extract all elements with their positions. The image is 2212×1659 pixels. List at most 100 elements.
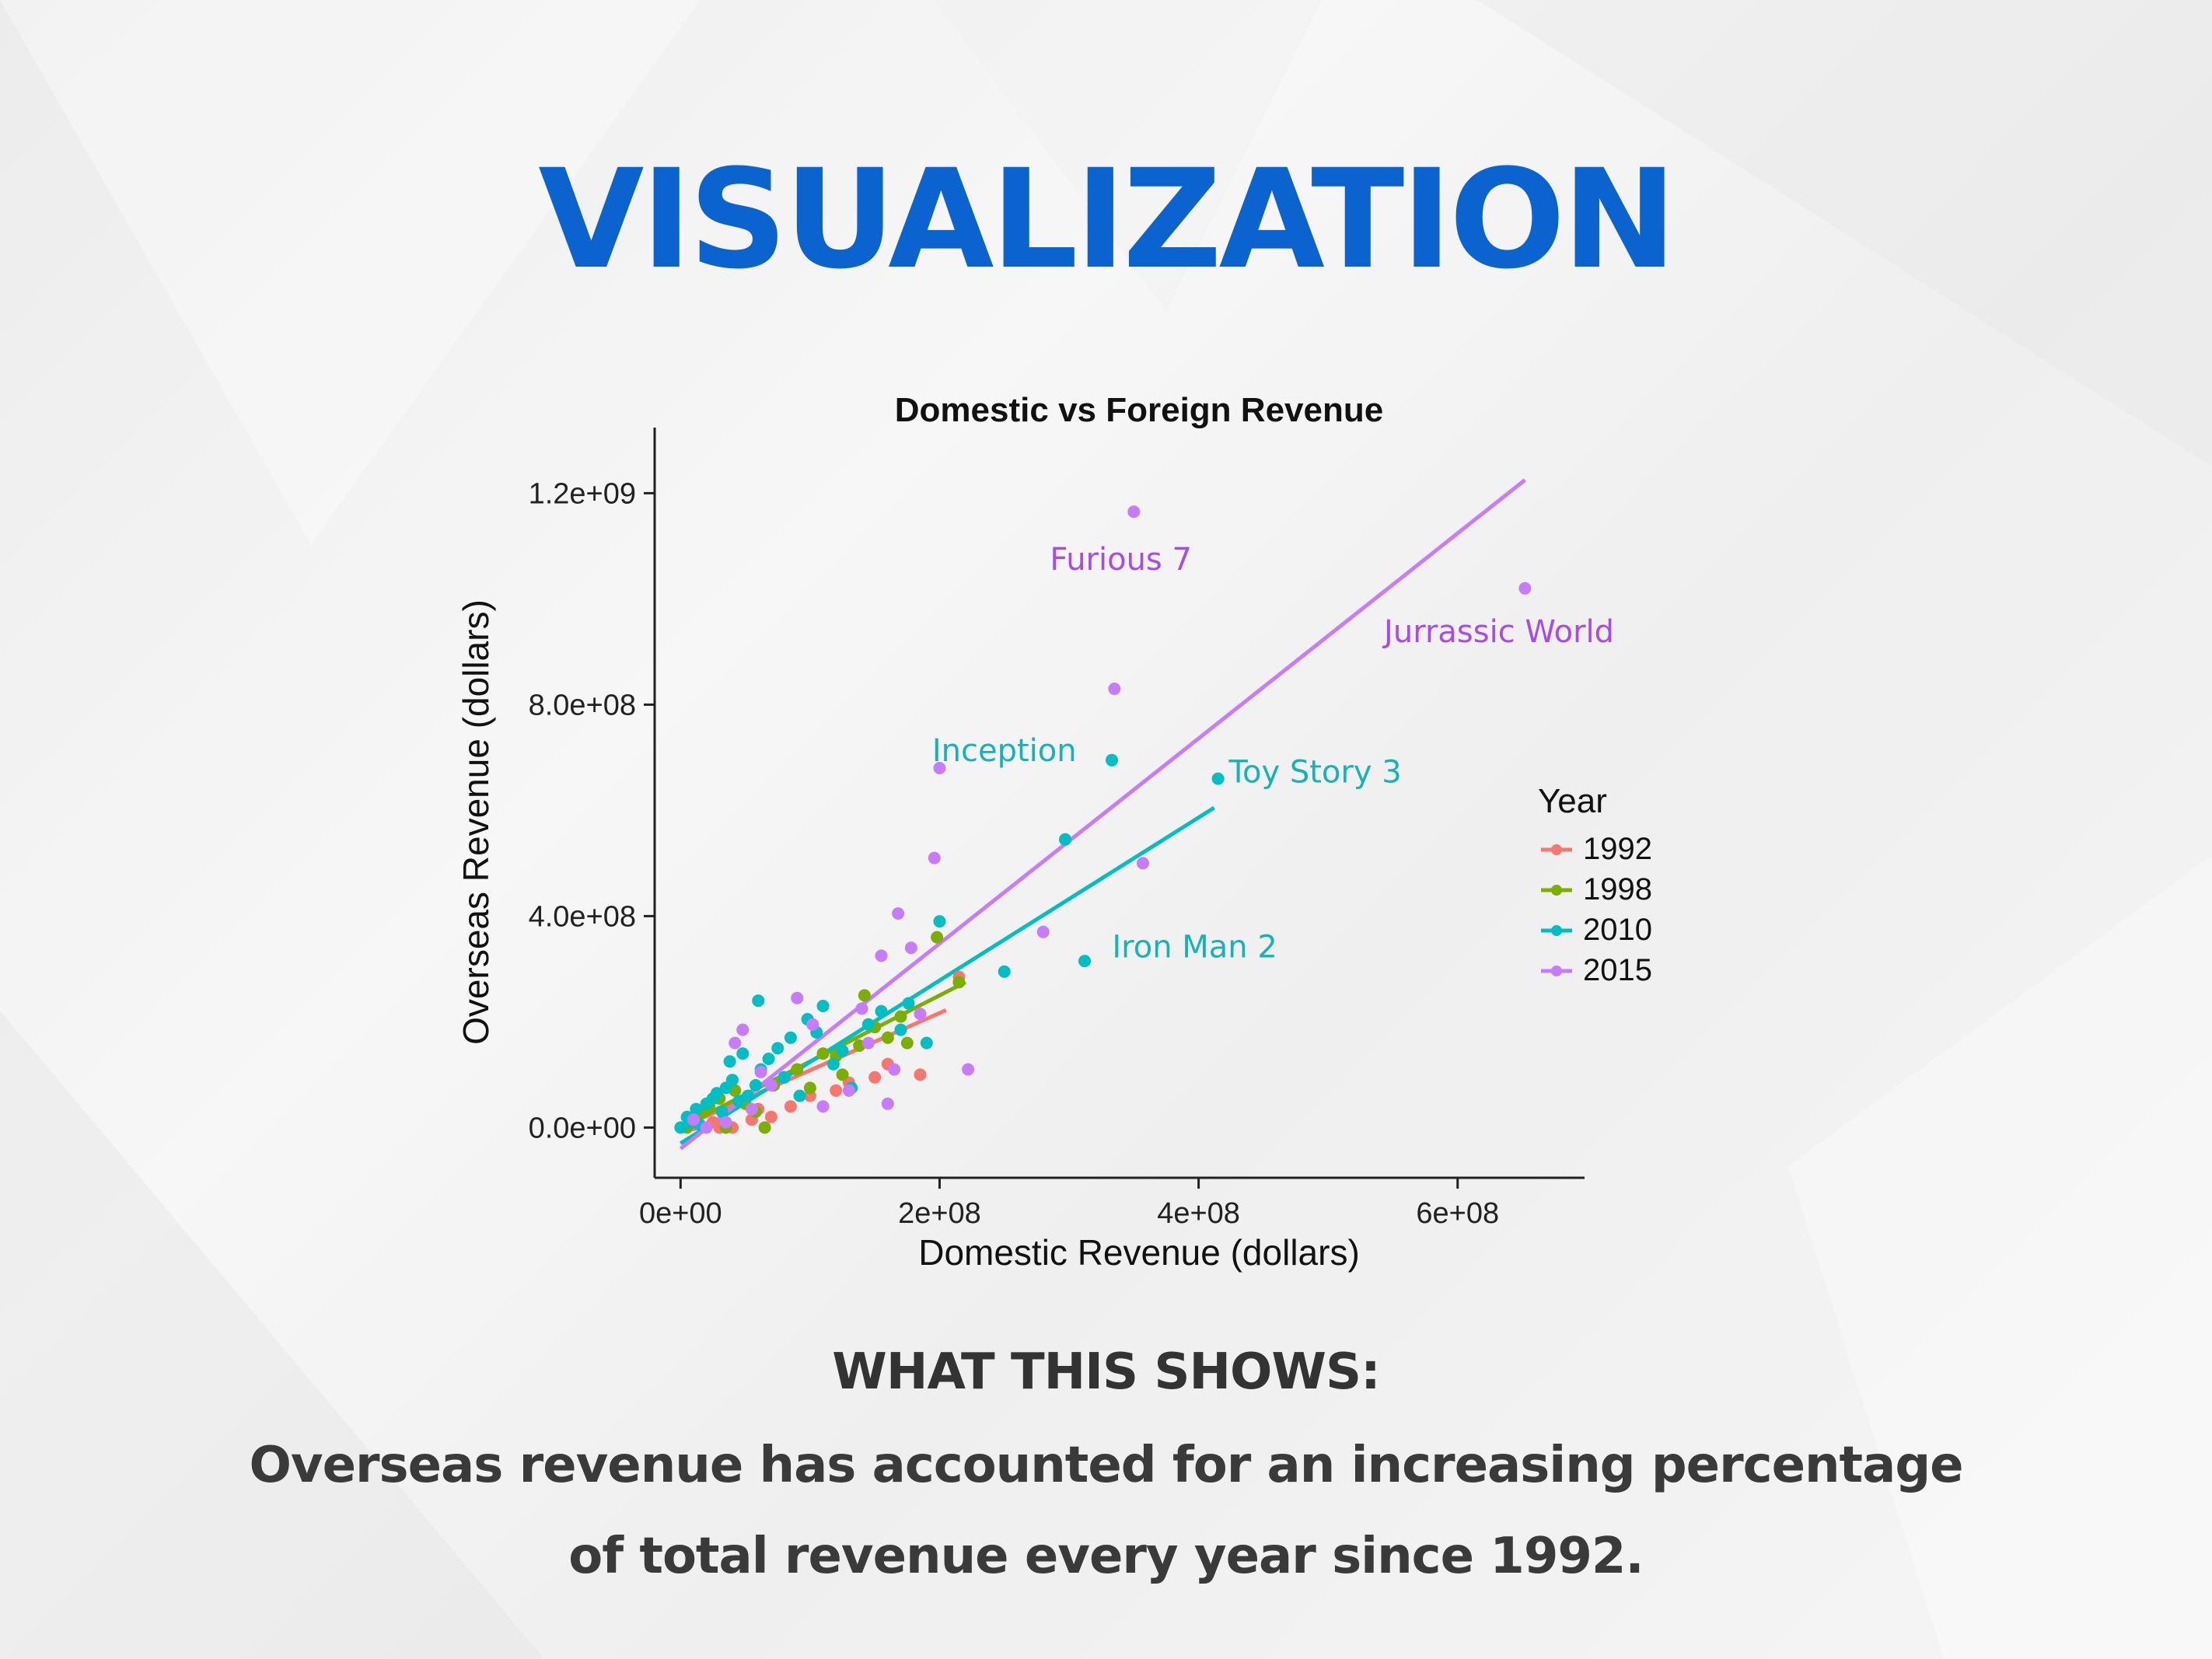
data-point-2015 — [855, 1002, 868, 1015]
data-point-2010 — [998, 965, 1011, 978]
trend-line-2015 — [679, 478, 1526, 1151]
data-point-2015 — [1036, 925, 1050, 938]
legend-label: 1998 — [1583, 872, 1652, 906]
annotation-label: Toy Story 3 — [1228, 754, 1401, 790]
data-point-2015 — [745, 1102, 758, 1116]
legend-label: 2010 — [1583, 913, 1652, 947]
data-point-2010 — [933, 915, 946, 928]
data-point-2015 — [904, 941, 917, 955]
caption-line: Overseas revenue has accounted for an in… — [249, 1437, 1963, 1494]
data-point-1992 — [830, 1084, 843, 1097]
data-point-2010 — [836, 1044, 849, 1057]
data-point-2015 — [754, 1066, 767, 1078]
y-tick-label: 0.0e+00 — [529, 1112, 636, 1144]
data-point-2015 — [1108, 683, 1121, 695]
data-point-2010 — [715, 1105, 729, 1118]
data-point-1992 — [868, 1070, 882, 1084]
data-point-2010 — [741, 1089, 754, 1102]
data-point-1998 — [858, 989, 871, 1002]
data-point-1998 — [881, 1031, 894, 1044]
data-point-1992 — [764, 1110, 778, 1123]
data-point-2010 — [690, 1102, 703, 1116]
data-point-2015 — [892, 907, 905, 920]
data-point-1998 — [816, 1047, 830, 1060]
data-point-2015 — [687, 1113, 700, 1126]
slide-title: VISUALIZATION — [538, 140, 1676, 299]
legend-label: 2015 — [1583, 953, 1652, 987]
data-point-2010 — [674, 1121, 687, 1134]
data-point-2010 — [902, 997, 915, 1010]
data-point-1998 — [791, 1063, 804, 1076]
data-point-2010 — [816, 1000, 830, 1012]
data-point-2015 — [962, 1063, 975, 1076]
data-point-2010 — [725, 1074, 739, 1087]
data-point-2015 — [933, 762, 946, 774]
legend-label: 1992 — [1583, 832, 1652, 866]
data-point-2015 — [928, 851, 941, 864]
data-point-2015 — [736, 1023, 750, 1036]
data-point-1998 — [894, 1010, 907, 1023]
data-point-2010 — [736, 1047, 750, 1060]
data-point-2015 — [914, 1008, 927, 1021]
data-point-2015 — [875, 949, 888, 962]
data-point-2010 — [771, 1042, 785, 1055]
y-tick-label: 8.0e+08 — [529, 689, 636, 721]
data-point-2010 — [894, 1023, 907, 1036]
legend-key-point — [1551, 925, 1562, 936]
data-point-1998 — [836, 1068, 849, 1081]
data-point-2010 — [752, 994, 765, 1008]
legend-title: Year — [1538, 782, 1607, 820]
data-point-2015 — [842, 1084, 855, 1097]
chart-title: Domestic vs Foreign Revenue — [895, 391, 1383, 429]
legend-key-point — [1551, 966, 1562, 976]
x-tick-label: 0e+00 — [639, 1197, 722, 1230]
data-point-2010 — [784, 1031, 797, 1044]
caption-heading: WHAT THIS SHOWS: — [832, 1343, 1380, 1401]
data-point-2010 — [793, 1089, 806, 1102]
y-tick-label: 1.2e+09 — [529, 477, 636, 510]
data-point-2010 — [826, 1057, 840, 1070]
data-point-2010 — [732, 1095, 746, 1108]
data-point-1998 — [900, 1036, 914, 1050]
data-point-2010 — [778, 1070, 791, 1084]
data-point-2015 — [806, 1018, 819, 1031]
data-point-2010 — [920, 1036, 933, 1050]
data-point-2010 — [1211, 772, 1225, 785]
x-tick-label: 4e+08 — [1157, 1197, 1240, 1230]
y-axis-label: Overseas Revenue (dollars) — [456, 599, 496, 1045]
data-point-2010 — [1078, 955, 1092, 968]
data-point-2015 — [700, 1121, 713, 1134]
chart: Domestic vs Foreign Revenue 0e+00 2e+08 4e+… — [435, 365, 1788, 1283]
data-point-2015 — [719, 1116, 732, 1129]
data-point-2015 — [1127, 505, 1141, 519]
data-point-1998 — [758, 1121, 771, 1134]
data-point-2015 — [888, 1063, 901, 1076]
x-axis-label: Domestic Revenue (dollars) — [918, 1232, 1360, 1273]
data-point-2010 — [861, 1018, 875, 1031]
y-tick-label: 4.0e+08 — [529, 900, 636, 933]
annotation-label: Furious 7 — [1050, 542, 1192, 578]
annotation-label: Inception — [932, 733, 1077, 769]
data-point-2010 — [723, 1055, 736, 1068]
data-point-2010 — [1105, 753, 1118, 767]
legend-key-point — [1551, 844, 1562, 855]
data-point-2015 — [1136, 857, 1149, 870]
data-point-2010 — [749, 1079, 762, 1091]
data-point-2010 — [875, 1004, 888, 1018]
data-point-2015 — [881, 1097, 894, 1110]
data-point-2015 — [791, 991, 804, 1004]
trend-line-2010 — [679, 805, 1215, 1145]
data-point-2015 — [816, 1100, 830, 1113]
data-point-1992 — [914, 1068, 927, 1081]
annotation-label: Jurrassic World — [1382, 614, 1614, 650]
data-point-2010 — [762, 1053, 775, 1065]
data-point-1998 — [931, 931, 944, 944]
data-point-1998 — [952, 976, 966, 989]
x-tick-label: 2e+08 — [898, 1197, 981, 1230]
data-point-2015 — [861, 1036, 875, 1050]
x-tick-label: 6e+08 — [1416, 1197, 1499, 1230]
data-point-2015 — [764, 1079, 778, 1091]
data-point-1992 — [784, 1100, 797, 1113]
data-point-2015 — [729, 1036, 742, 1050]
scatter-chart-svg: Domestic vs Foreign Revenue 0e+00 2e+08 4e+… — [456, 391, 1652, 1273]
